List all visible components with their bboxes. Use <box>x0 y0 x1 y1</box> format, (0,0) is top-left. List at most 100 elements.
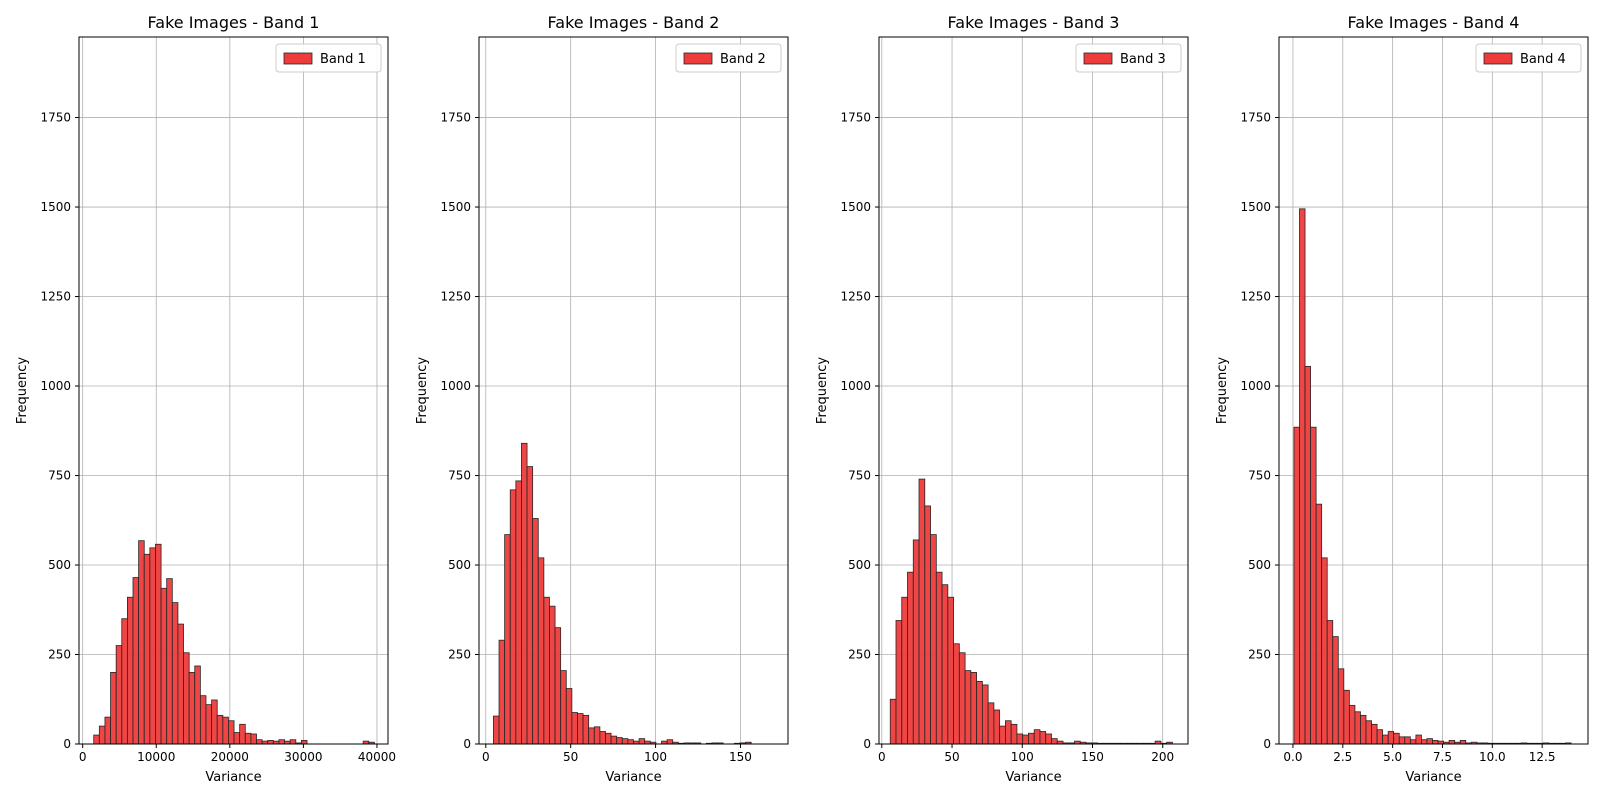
histogram-bar <box>515 480 522 745</box>
histogram-bar <box>1348 704 1356 745</box>
legend-box <box>275 43 382 73</box>
x-tick-label: 12.5 <box>1529 750 1556 764</box>
axes-frame <box>78 36 389 745</box>
histogram-bar <box>121 618 128 745</box>
y-tick-label: 0 <box>63 737 71 751</box>
x-tick-label: 50 <box>563 750 578 764</box>
y-axis-label: Frequency <box>15 357 30 424</box>
axes-frame <box>478 36 789 745</box>
histogram-bar <box>621 738 629 745</box>
histogram-bar <box>599 731 606 745</box>
legend: Band 2 <box>675 43 782 73</box>
histogram-bar <box>554 627 562 745</box>
histogram-bar <box>999 725 1006 745</box>
histogram-bar <box>250 733 257 745</box>
histogram-bar <box>132 577 140 745</box>
y-tick-label: 250 <box>448 648 471 662</box>
histogram-bar <box>493 715 500 745</box>
histogram-bar <box>1421 739 1428 745</box>
histogram-bar <box>970 672 978 745</box>
histogram-bar <box>1304 365 1311 745</box>
histogram-bar <box>1321 557 1328 745</box>
histogram-bar <box>941 584 949 745</box>
axes-frame <box>1278 36 1589 745</box>
histogram-bar <box>110 672 117 745</box>
x-tick-label: 150 <box>729 750 752 764</box>
histogram-bar <box>953 643 960 745</box>
histogram-bar <box>160 587 168 745</box>
histogram-bar <box>1415 734 1422 745</box>
histogram-bar <box>1039 731 1047 745</box>
x-tick-label: 30000 <box>284 750 322 764</box>
subplot-3: 0 50 100 150 200 0 250 500 750 1000 1250 1500 1750 Fa… <box>815 13 1189 785</box>
legend-label: Band 4 <box>1520 52 1566 67</box>
legend-label: Band 2 <box>720 52 766 67</box>
histogram-bar <box>1382 734 1389 745</box>
histogram-bar <box>1376 729 1384 745</box>
histogram-bar <box>577 713 584 745</box>
histogram-bar <box>216 714 224 745</box>
x-axis-label: Variance <box>605 770 661 785</box>
y-tick-label: 750 <box>48 469 71 483</box>
histogram-bar <box>588 727 595 745</box>
histogram-bar <box>1022 734 1029 745</box>
y-tick-label: 1500 <box>440 200 471 214</box>
legend: Band 3 <box>1075 43 1182 73</box>
y-tick-label: 500 <box>848 558 871 572</box>
histogram-bar <box>947 596 954 745</box>
histogram-bar <box>616 737 623 745</box>
histogram-bar <box>907 571 914 745</box>
histogram-bar <box>1459 740 1467 745</box>
y-tick-label: 1250 <box>1240 290 1271 304</box>
histogram-bar <box>177 623 184 745</box>
histogram-bar <box>289 739 297 745</box>
y-tick-label: 250 <box>1248 648 1271 662</box>
y-tick-label: 1750 <box>440 111 471 125</box>
x-axis-label: Variance <box>1005 770 1061 785</box>
y-axis-label: Frequency <box>1215 357 1230 424</box>
histogram-bar <box>188 672 196 745</box>
y-tick-label: 1750 <box>1240 111 1271 125</box>
x-axis-label: Variance <box>205 770 261 785</box>
x-tick-label: 50 <box>944 750 959 764</box>
histogram-bar <box>239 723 246 745</box>
y-tick-label: 1000 <box>840 379 871 393</box>
histogram-bar <box>627 739 634 745</box>
x-tick-label: 0 <box>482 750 490 764</box>
histogram-bar <box>504 534 511 745</box>
x-tick-label: 10000 <box>137 750 175 764</box>
axes-frame <box>878 36 1189 745</box>
histogram-bar <box>549 605 556 745</box>
histogram-bar <box>1016 733 1024 745</box>
histogram-bar <box>104 716 111 745</box>
histogram-bar <box>537 557 545 745</box>
histogram-bar <box>1310 426 1317 745</box>
histogram-bar <box>199 695 207 745</box>
subplot-2: 0 50 100 15002505007501000125015001750Fake … <box>415 13 789 785</box>
histogram-bar <box>256 739 263 745</box>
legend-swatch <box>683 52 713 65</box>
histogram-bar <box>582 714 590 745</box>
y-tick-label: 1500 <box>1240 200 1271 214</box>
histogram-bar <box>115 645 123 745</box>
x-tick-label: 10.0 <box>1479 750 1506 764</box>
legend: Band 4 <box>1475 43 1582 73</box>
histogram-bar <box>1005 720 1012 745</box>
legend: Band 1 <box>275 43 382 73</box>
y-tick-label: 1750 <box>840 111 871 125</box>
histogram-bar <box>244 732 252 745</box>
y-tick-label: 1250 <box>40 290 71 304</box>
y-tick-label: 750 <box>1248 469 1271 483</box>
histogram-bar <box>924 505 931 745</box>
y-tick-label: 250 <box>848 648 871 662</box>
y-tick-label: 1500 <box>40 200 71 214</box>
histogram-bar <box>638 738 646 745</box>
legend-swatch <box>1083 52 1113 65</box>
y-tick-label: 750 <box>448 469 471 483</box>
histogram-bar <box>228 720 235 745</box>
histogram-bar <box>1299 208 1306 745</box>
y-axis-label: Frequency <box>815 357 830 424</box>
y-tick-label: 1000 <box>1240 379 1271 393</box>
histogram-bar <box>1293 426 1300 745</box>
histogram-bar <box>1426 738 1433 745</box>
